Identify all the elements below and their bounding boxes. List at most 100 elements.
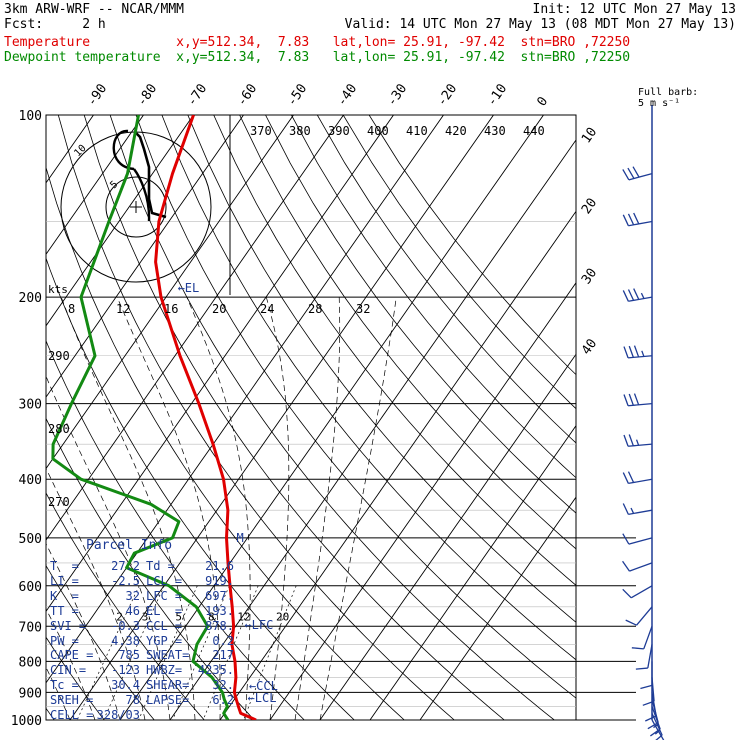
mixing-ratio-12: [202, 585, 259, 720]
parcel-info-panel: Parcel Info T = 27.2 Td = 21.6 LI = -2.5 LCL =…: [44, 537, 244, 732]
barb-shaft-500: [628, 537, 653, 545]
parcel-row: T = 27.2 Td = 21.6: [50, 559, 240, 574]
barb-flag-700: [631, 647, 644, 650]
barb-flag-975: [655, 734, 663, 740]
barb-flag-125: [622, 169, 630, 181]
pressure-label-300: 300: [19, 398, 42, 413]
dry-adiabat-350: [83, 115, 505, 720]
isotherm-20: [219, 210, 576, 720]
mixing-ratio-8: [172, 585, 230, 720]
barb-shaft-450: [628, 509, 653, 516]
barb-flag-200: [627, 289, 635, 301]
barb-shaft-350: [628, 443, 653, 447]
parcel-value: -123: [111, 663, 140, 678]
parcel-value: 4.38: [111, 633, 140, 648]
barb-shaft-150: [628, 220, 653, 227]
theta-label-440: 440: [523, 124, 545, 138]
parcel-key: LCL =: [146, 573, 183, 588]
moist-adiabat-5: [46, 467, 146, 720]
dry-adiabat-400: [213, 115, 576, 586]
moist-adiabat-15: [60, 296, 196, 720]
dry-adiabat-320: [46, 257, 355, 720]
speed-tick-16: 16: [164, 302, 178, 316]
isotherm-0: [119, 115, 544, 720]
barb-flag-400: [627, 471, 635, 483]
parcel-key: TT =: [50, 603, 79, 618]
wind-barb-150: [622, 212, 653, 227]
theta-label-400: 400: [367, 124, 389, 138]
parcel-key: CIN =: [50, 663, 87, 678]
barb-shaft-900: [651, 692, 657, 717]
hodo-trace-upper: [112, 129, 151, 222]
barb-flag-350: [635, 439, 640, 446]
barb-shaft-950: [651, 706, 661, 730]
dry-adiabat-440: [316, 115, 576, 444]
mixing-ratio-label-8: 8: [208, 610, 215, 623]
theta-left-label-290: 290: [48, 349, 70, 363]
moist-adiabat-20: [116, 296, 221, 720]
dry-adiabat-340: [57, 115, 455, 720]
theta-label-390: 390: [328, 124, 350, 138]
temp-tick--30: -30: [384, 81, 410, 109]
wind-barb-550: [622, 560, 653, 572]
parcel-value: 78: [125, 693, 140, 708]
dry-adiabat-370: [135, 115, 576, 699]
parcel-key: SREH =: [50, 693, 94, 708]
parcel-value: -2.5: [111, 573, 140, 588]
forecast-hour: Fcst: 2 h: [4, 17, 106, 32]
wind-barb-700: [631, 626, 653, 650]
hodo-ring-label-5: 5: [108, 179, 120, 191]
theta-label-420: 420: [445, 124, 467, 138]
isotherm--10: [69, 115, 494, 720]
wind-barb-500: [622, 533, 653, 545]
barb-flag-250: [641, 350, 645, 357]
parcel-key: K =: [50, 588, 79, 603]
pressure-label-800: 800: [19, 655, 42, 670]
speed-tick-28: 28: [308, 302, 322, 316]
barb-flag-150: [633, 212, 640, 225]
parcel-key: LFC =: [146, 588, 183, 603]
barb-flag-450: [622, 503, 629, 515]
temp-tick--10: -10: [484, 81, 510, 109]
parcel-value: -0.3: [111, 618, 140, 633]
parcel-value: 27.2: [111, 559, 140, 573]
parcel-key: HWBZ=: [146, 663, 183, 678]
pressure-label-400: 400: [19, 473, 42, 488]
parcel-value: 0.2: [212, 633, 234, 648]
temperature-legend: Temperature x,y=512.34, 7.83 lat,lon= 25…: [4, 35, 631, 50]
pressure-label-1000: 1000: [11, 714, 42, 729]
theta-label-370: 370: [250, 124, 272, 138]
parcel-value: 32: [125, 588, 140, 603]
wind-barb-450: [622, 503, 653, 516]
isotherm--30: [46, 115, 394, 613]
barb-flag-950: [653, 723, 659, 729]
theta-label-410: 410: [406, 124, 428, 138]
barb-flag-650: [625, 619, 637, 626]
parcel-row: CIN = -123 HWBZ= 4235.: [50, 663, 240, 678]
parcel-row: PW = 4.38 YGP = 0.2: [50, 634, 240, 649]
barb-flag-450: [630, 507, 635, 514]
wind-barb-750: [635, 644, 653, 670]
isotherm-50: [369, 424, 576, 720]
wind-barb-600: [622, 585, 653, 599]
hodo-ring-label-10: 10: [72, 143, 88, 159]
dry-adiabat-330: [46, 166, 405, 720]
parcel-row: Tc = 30.4 SHEAR= 32.: [50, 678, 240, 693]
full-barb-legend: Full barb: 5 m s⁻¹: [638, 87, 698, 109]
dry-adiabat-250: [0, 115, 4, 720]
parcel-value: 217: [212, 648, 234, 663]
barb-flag-550: [622, 560, 630, 572]
barb-flag-975: [654, 729, 661, 735]
pressure-label-600: 600: [19, 580, 42, 595]
isotherm--50: [46, 115, 294, 470]
wind-barb-900: [645, 692, 657, 722]
temp-tick--70: -70: [184, 81, 210, 109]
pressure-label-500: 500: [19, 532, 42, 547]
isotherm-30: [269, 282, 576, 720]
barb-flag-950: [650, 728, 661, 737]
theta-label-430: 430: [484, 124, 506, 138]
temp-tick-20: 20: [579, 196, 600, 217]
barb-flag-150: [627, 213, 635, 226]
pressure-label-900: 900: [19, 686, 42, 701]
wind-barb-950: [650, 706, 661, 737]
